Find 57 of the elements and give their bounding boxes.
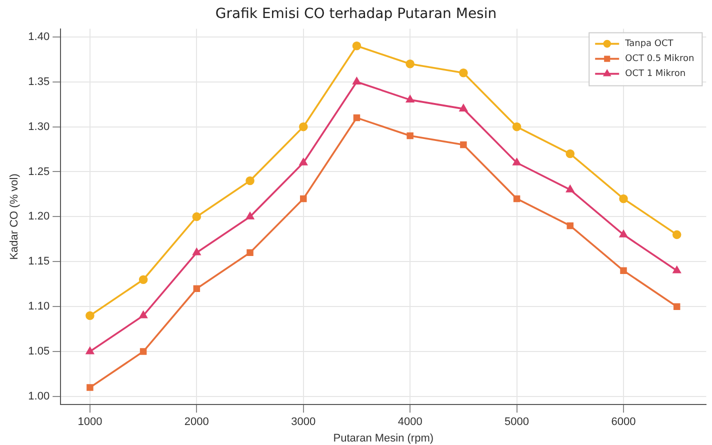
- point: [672, 266, 681, 274]
- y-tick-label: 1.30: [28, 120, 50, 133]
- y-tick-label: 1.20: [28, 210, 50, 223]
- point: [460, 141, 467, 148]
- point: [352, 41, 362, 50]
- legend-label: OCT 1 Mikron: [625, 69, 686, 80]
- point: [86, 384, 94, 391]
- x-tick-label: 5000: [504, 416, 530, 428]
- point: [192, 248, 201, 256]
- point: [512, 122, 522, 132]
- x-tick-label: 6000: [611, 416, 636, 428]
- point: [566, 222, 574, 230]
- point: [246, 176, 254, 186]
- point: [299, 158, 308, 166]
- point: [86, 311, 94, 320]
- point: [300, 195, 307, 202]
- x-tick-label: 1000: [78, 416, 102, 428]
- y-tick-label: 1.05: [28, 346, 50, 358]
- point: [459, 68, 468, 78]
- point: [406, 59, 414, 68]
- point: [139, 311, 148, 318]
- point: [673, 303, 680, 310]
- point: [246, 212, 254, 220]
- point: [406, 132, 414, 140]
- point: [566, 185, 574, 192]
- point: [246, 249, 254, 256]
- x-tick-label: 3000: [291, 416, 316, 428]
- point: [192, 212, 202, 222]
- point: [298, 122, 308, 132]
- point: [460, 104, 468, 112]
- y-axis-title: Kadar CO (% vol): [8, 174, 21, 260]
- point: [620, 267, 627, 274]
- point: [620, 230, 628, 238]
- point: [619, 194, 628, 204]
- chart-title: Grafik Emisi CO terhadap Putaran Mesin: [215, 6, 497, 22]
- point: [672, 230, 682, 240]
- point: [406, 95, 414, 102]
- y-tick-label: 1.10: [28, 300, 50, 313]
- point: [138, 275, 148, 284]
- point: [352, 77, 361, 84]
- y-tick-label: 1.25: [28, 166, 50, 178]
- y-tick-label: 1.40: [28, 30, 50, 43]
- y-tick-label: 1.00: [28, 390, 50, 403]
- legend-label: OCT 0.5 Mikron: [625, 54, 694, 64]
- legend-label: Tanpa OCT: [624, 39, 674, 50]
- x-tick-label: 2000: [184, 416, 209, 428]
- point: [512, 158, 521, 166]
- y-tick-label: 1.35: [28, 76, 50, 88]
- point: [353, 114, 360, 122]
- x-tick-label: 4000: [398, 416, 422, 428]
- point: [193, 285, 200, 292]
- point: [566, 149, 575, 158]
- y-tick-label: 1.15: [28, 256, 50, 268]
- point: [140, 348, 147, 355]
- point: [513, 195, 520, 202]
- x-axis-title: Putaran Mesin (rpm): [333, 432, 434, 444]
- point: [86, 347, 94, 354]
